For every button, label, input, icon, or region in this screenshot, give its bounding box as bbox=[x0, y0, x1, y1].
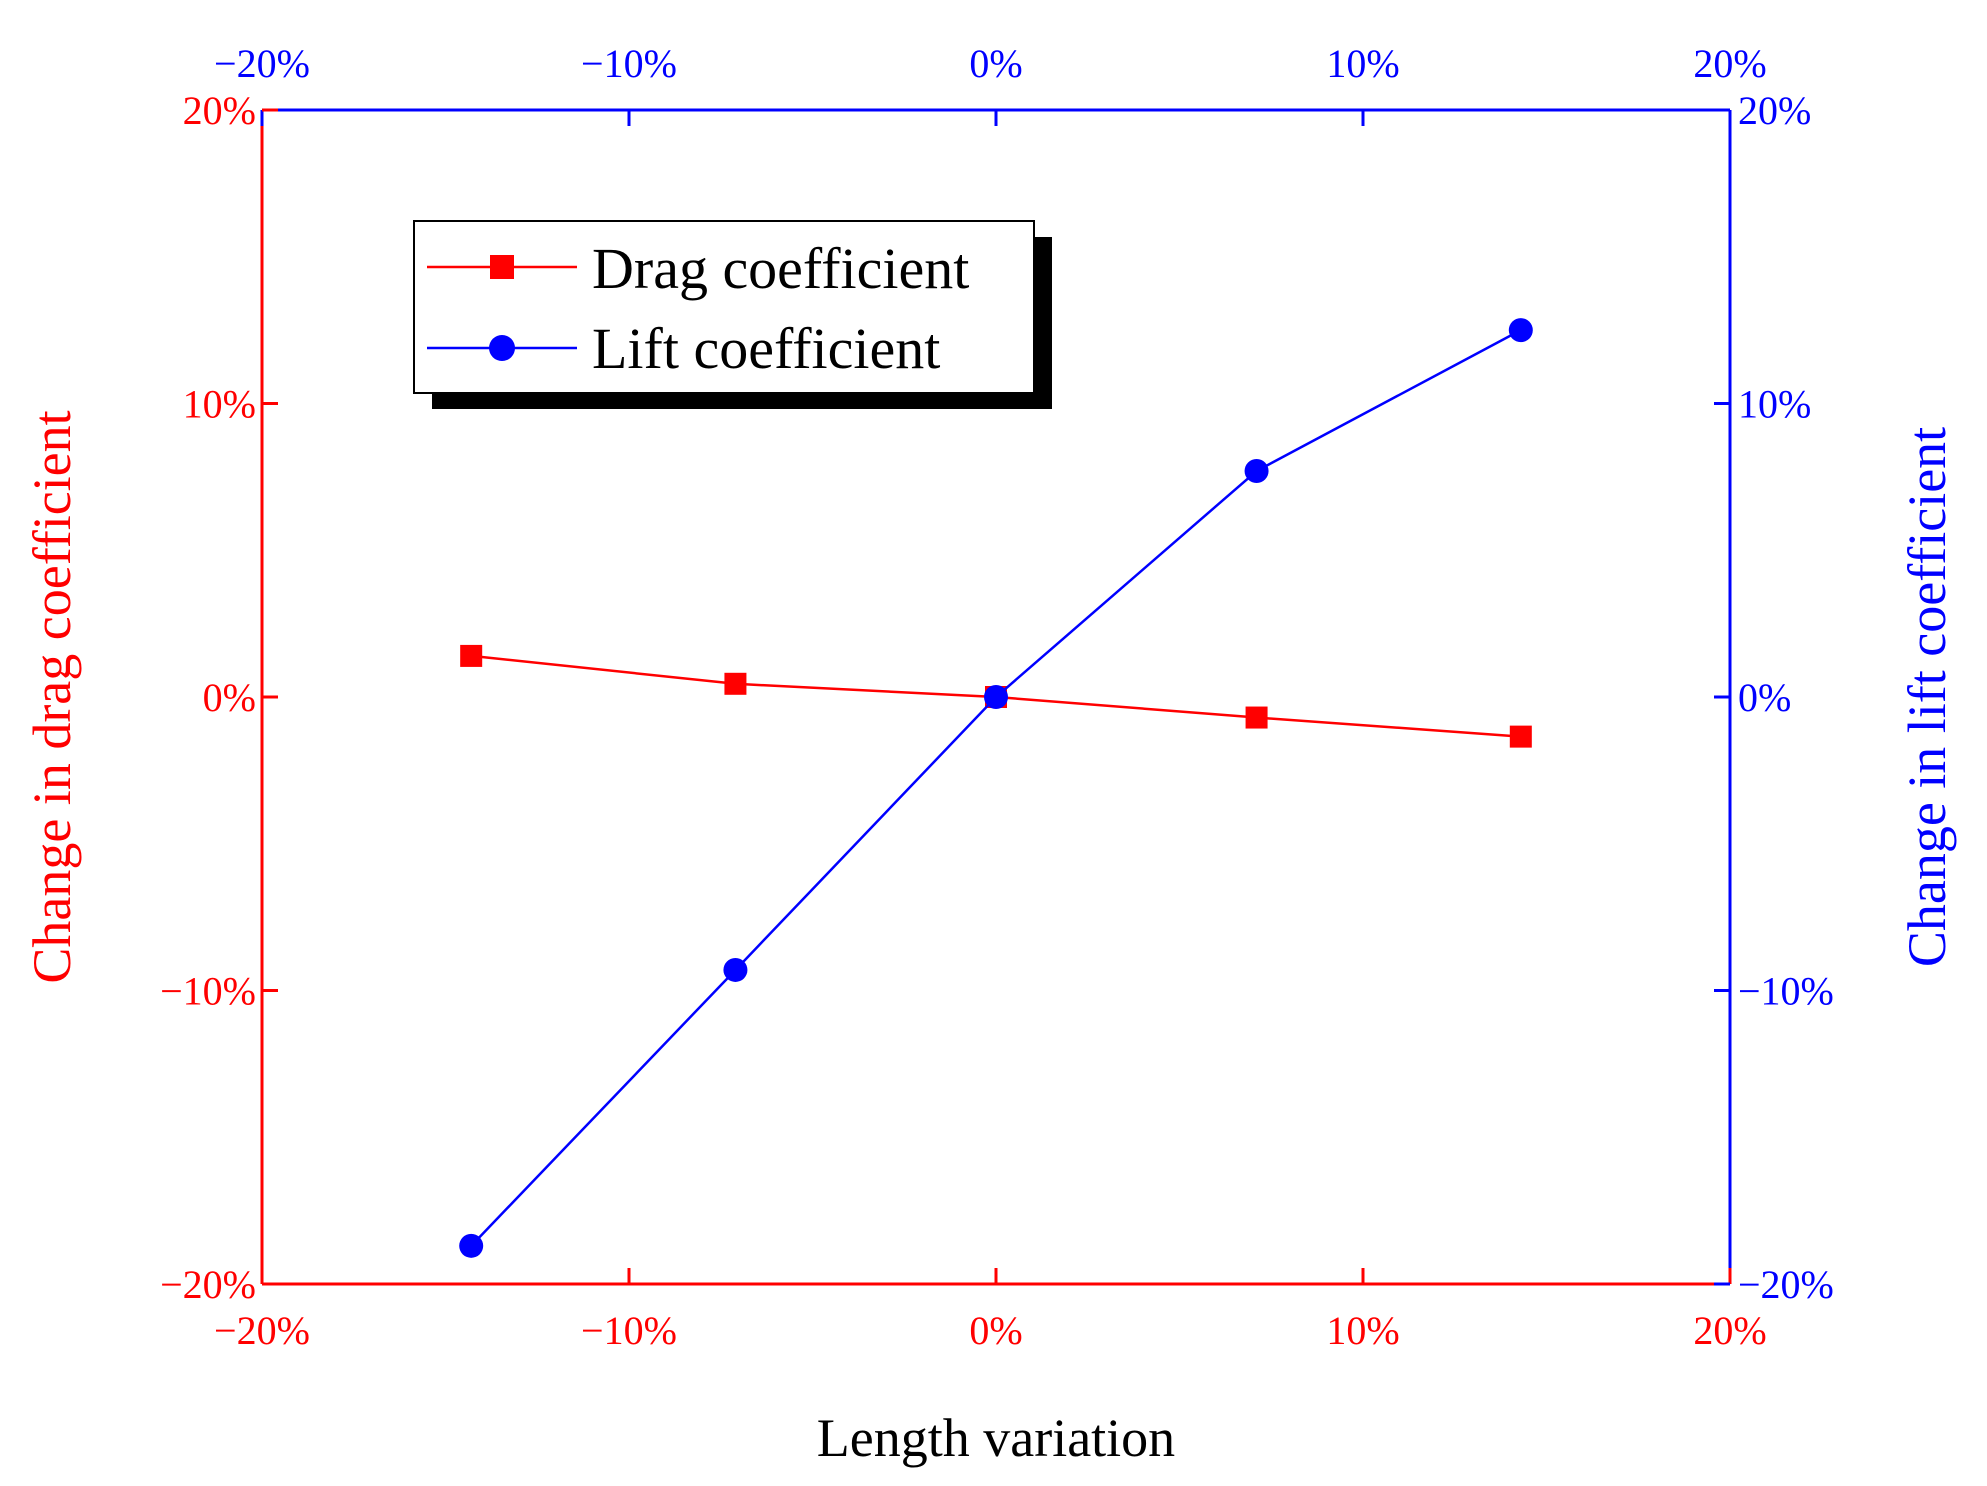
x-axis-title: Length variation bbox=[817, 1408, 1175, 1468]
x-top-tick-label: 0% bbox=[969, 41, 1022, 86]
y-right-tick-label: 20% bbox=[1738, 88, 1811, 133]
data-point bbox=[723, 957, 748, 982]
series-layer bbox=[459, 318, 1533, 1258]
data-point bbox=[984, 685, 1008, 709]
y-axis-left-title: Change in drag coefficient bbox=[22, 410, 82, 983]
x-bottom-tick-label: 20% bbox=[1693, 1308, 1766, 1353]
legend: Drag coefficient Lift coefficient bbox=[413, 220, 1052, 409]
x-top-tick-label: −20% bbox=[214, 41, 310, 86]
axes: −20% −10% 0% 10% 20%−20% −10% 0% 10% 20%−20%−10%… bbox=[22, 41, 1957, 1468]
legend-lift-marker bbox=[489, 335, 515, 361]
data-point bbox=[1244, 459, 1269, 484]
x-top-tick-label: 20% bbox=[1693, 41, 1766, 86]
y-right-tick-label: 10% bbox=[1738, 382, 1811, 427]
y-axis-right-title: Change in lift coefficient bbox=[1897, 427, 1957, 967]
series-line bbox=[470, 329, 1522, 1247]
x-bottom-tick-label: −10% bbox=[581, 1308, 677, 1353]
legend-drag-marker bbox=[490, 255, 514, 279]
x-bottom-tick-label: 0% bbox=[969, 1308, 1022, 1353]
x-bottom-tick-label: −20% bbox=[214, 1308, 310, 1353]
data-point bbox=[1245, 706, 1268, 729]
y-left-tick-label: −10% bbox=[160, 969, 256, 1014]
data-point bbox=[1509, 725, 1532, 748]
data-point bbox=[1508, 318, 1533, 343]
y-left-tick-label: 10% bbox=[183, 382, 256, 427]
y-left-tick-label: −20% bbox=[160, 1262, 256, 1307]
x-top-tick-label: −10% bbox=[581, 41, 677, 86]
series-lift bbox=[459, 318, 1533, 1258]
y-left-tick-label: 20% bbox=[183, 88, 256, 133]
legend-box bbox=[413, 220, 1035, 394]
data-point bbox=[460, 644, 483, 667]
y-right-tick-label: −10% bbox=[1738, 969, 1834, 1014]
legend-drag-label: Drag coefficient bbox=[592, 236, 969, 301]
legend-lift-label: Lift coefficient bbox=[592, 316, 940, 381]
y-right-tick-label: −20% bbox=[1738, 1262, 1834, 1307]
x-bottom-tick-label: 10% bbox=[1326, 1308, 1399, 1353]
data-point bbox=[724, 672, 747, 695]
data-point bbox=[459, 1233, 484, 1258]
y-left-tick-label: 0% bbox=[203, 675, 256, 720]
y-right-tick-label: 0% bbox=[1738, 675, 1791, 720]
x-top-tick-label: 10% bbox=[1326, 41, 1399, 86]
